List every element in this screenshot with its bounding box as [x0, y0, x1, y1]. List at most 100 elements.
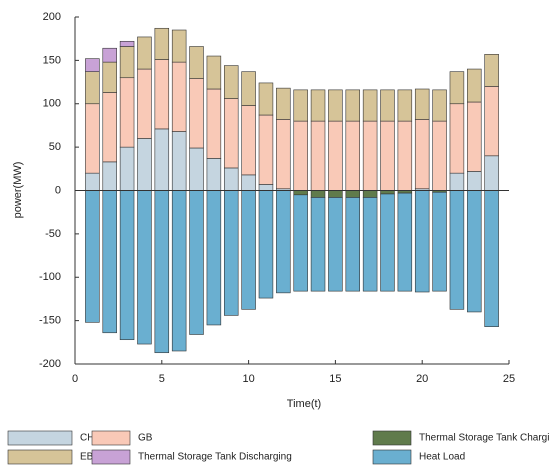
bar — [137, 68, 152, 139]
legend-label: GB — [138, 433, 153, 444]
bar — [345, 197, 361, 292]
bar — [449, 103, 465, 174]
y-tick-label: -150 — [39, 315, 61, 327]
bar — [102, 190, 117, 334]
legend-swatch — [7, 430, 73, 446]
bar — [362, 89, 378, 122]
bar — [362, 190, 378, 198]
bar — [380, 193, 395, 292]
bar — [397, 89, 413, 122]
x-tick-label: 5 — [159, 373, 165, 385]
bar — [119, 46, 135, 79]
bar — [484, 190, 499, 327]
bar — [154, 59, 170, 130]
bar — [85, 190, 100, 323]
bar — [414, 88, 430, 120]
y-tick-label: -200 — [39, 358, 61, 370]
bar — [171, 131, 187, 191]
bar — [258, 190, 274, 299]
bar — [276, 87, 291, 120]
bar — [241, 190, 256, 310]
bar — [276, 190, 291, 294]
bar — [154, 27, 170, 60]
bar — [102, 161, 117, 191]
x-tick-label: 20 — [416, 373, 428, 385]
bar — [189, 46, 204, 79]
x-tick-label: 25 — [503, 373, 515, 385]
bar — [467, 68, 482, 103]
bar — [380, 89, 395, 122]
bar — [293, 190, 308, 196]
bar — [206, 190, 222, 326]
bar — [362, 120, 378, 191]
bar — [293, 194, 308, 292]
y-tick-label: 0 — [55, 184, 61, 196]
bar — [206, 55, 222, 90]
bar — [310, 197, 326, 292]
bar — [414, 190, 430, 293]
bar — [189, 147, 204, 191]
bar — [310, 190, 326, 198]
bar — [171, 29, 187, 63]
bar — [449, 190, 465, 310]
bar — [380, 120, 395, 191]
bar — [484, 155, 499, 191]
bar — [206, 88, 222, 159]
y-tick-label: -50 — [45, 228, 61, 240]
bar — [119, 146, 135, 191]
legend-label: Thermal Storage Tank Discharging — [138, 452, 292, 463]
bar — [362, 197, 378, 292]
bar — [85, 103, 100, 174]
x-axis-label: Time(t) — [287, 398, 321, 410]
bar — [328, 89, 343, 122]
bar — [414, 119, 430, 190]
bar — [223, 98, 239, 169]
bar — [258, 82, 274, 116]
bar — [241, 174, 256, 191]
bar — [467, 101, 482, 172]
y-tick-label: 100 — [43, 98, 61, 110]
bar — [397, 192, 413, 292]
bar — [276, 119, 291, 190]
bar — [449, 71, 465, 105]
bar — [102, 47, 117, 63]
bar — [102, 92, 117, 163]
bar — [171, 61, 187, 132]
bar — [119, 40, 135, 47]
bar — [328, 197, 343, 292]
bar — [85, 172, 100, 191]
bar — [293, 120, 308, 191]
legend-label: EB — [80, 452, 94, 463]
y-tick-label: 150 — [43, 54, 61, 66]
bar — [310, 89, 326, 122]
x-tick-label: 0 — [72, 373, 78, 385]
bar — [467, 190, 482, 313]
bar — [258, 184, 274, 191]
bar — [85, 58, 100, 72]
bar — [328, 120, 343, 191]
bar — [241, 105, 256, 176]
bar — [137, 138, 152, 191]
bar — [432, 191, 447, 292]
bar — [345, 120, 361, 191]
y-tick-label: 50 — [49, 141, 61, 153]
bar — [484, 54, 499, 87]
legend-label: Heat Load — [419, 452, 465, 463]
bar — [258, 114, 274, 185]
bar — [432, 89, 447, 122]
bar — [328, 190, 343, 198]
legend-label: Thermal Storage Tank Charging — [419, 433, 550, 444]
bar — [293, 89, 308, 122]
bar — [102, 61, 117, 93]
legend-label: CHP — [80, 433, 101, 444]
legend-swatch — [91, 449, 131, 465]
bar — [345, 89, 361, 122]
x-tick-label: 10 — [242, 373, 254, 385]
bar — [119, 77, 135, 148]
bar — [397, 120, 413, 191]
bar — [241, 71, 256, 106]
bar — [154, 128, 170, 191]
bar — [449, 172, 465, 191]
bar — [154, 190, 170, 354]
